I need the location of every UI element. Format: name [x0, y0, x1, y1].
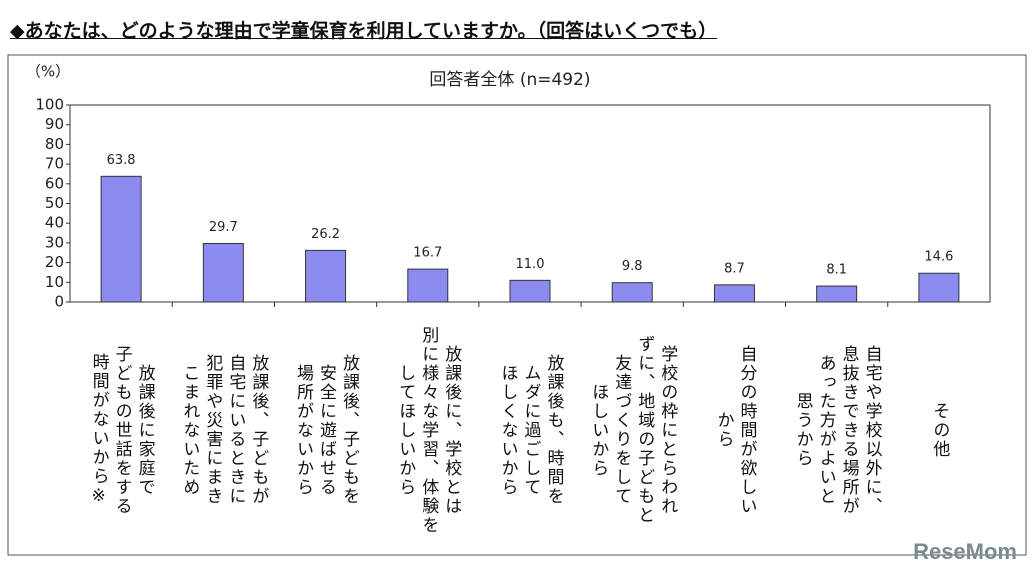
bar: [816, 285, 858, 303]
y-tick-label: 60: [45, 174, 64, 192]
chart-title: 回答者全体 (n=492): [429, 70, 590, 90]
x-tick-label: 学校の枠にとらわれ ずに、地域の子どもと 友達づくりをして ほしいから: [588, 335, 678, 525]
bar: [407, 268, 449, 303]
x-tick-label: 放課後に家庭で 子どもの世話をする 時間がないから※: [88, 344, 155, 516]
y-tick-label: 100: [35, 96, 64, 114]
y-tick-label: 0: [54, 293, 64, 311]
bar: [202, 242, 244, 303]
y-tick-label: 80: [45, 135, 64, 153]
value-label: 14.6: [924, 250, 953, 265]
value-label: 26.2: [311, 227, 340, 242]
bar: [305, 249, 347, 303]
y-tick-label: 30: [45, 233, 64, 251]
x-tick-label: 自宅や学校以外に、 息抜きできる場所が あった方がよいと 思うから: [792, 344, 882, 516]
y-tick-label: 40: [45, 214, 64, 232]
heading: ◆あなたは、どのような理由で学童保育を利用していますか。（回答はいくつでも）: [10, 20, 718, 42]
bar: [611, 282, 653, 303]
x-tick-label: 放課後、子どもを 安全に遊ばせる 場所がないから: [293, 354, 360, 506]
y-tick-label: 10: [45, 273, 64, 291]
bar: [918, 272, 960, 303]
value-label: 8.1: [826, 263, 847, 278]
y-unit: （%）: [26, 63, 70, 81]
value-label: 29.7: [209, 220, 238, 235]
y-tick-label: 50: [45, 194, 64, 212]
x-tick-label: その他: [929, 401, 950, 459]
y-tick-label: 70: [45, 155, 64, 173]
watermark: ReseMom: [913, 539, 1017, 564]
bar: [509, 279, 551, 303]
value-label: 8.7: [724, 261, 745, 276]
x-tick-label: 放課後も、時間を ムダに過ごして ほしくないから: [497, 354, 564, 506]
bar: [100, 175, 142, 303]
value-label: 16.7: [413, 246, 442, 261]
bar: [713, 284, 755, 303]
x-tick-label: 放課後、子どもが 自宅にいるときに 犯罪や災害にまき こまれないため: [179, 354, 269, 506]
value-label: 9.8: [622, 259, 643, 274]
x-tick-label: 自分の時間が欲しい から: [713, 344, 757, 516]
y-tick-label: 90: [45, 115, 64, 133]
chart-frame: [7, 54, 1027, 556]
value-label: 63.8: [107, 153, 136, 168]
y-tick-label: 20: [45, 253, 64, 271]
x-tick-label: 放課後に、学校とは 別に様々な学習、体験を してほしいから: [395, 325, 462, 535]
value-label: 11.0: [516, 257, 545, 272]
